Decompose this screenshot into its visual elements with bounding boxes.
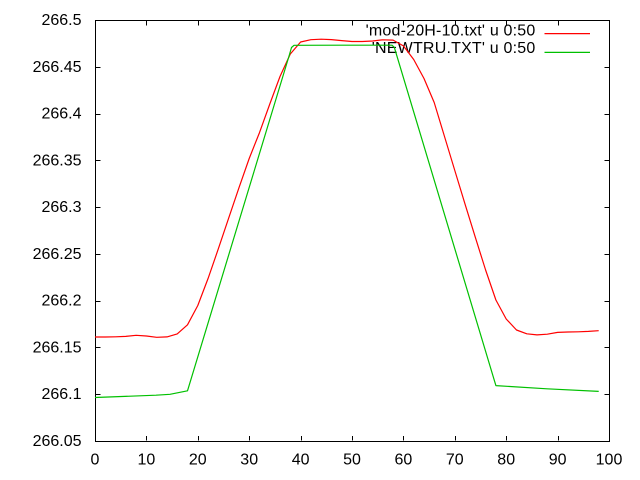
svg-text:266.45: 266.45 <box>33 59 82 76</box>
svg-text:266.15: 266.15 <box>33 339 82 356</box>
svg-text:60: 60 <box>395 452 413 469</box>
svg-text:90: 90 <box>549 452 567 469</box>
svg-text:'mod-20H-10.txt' u 0:50: 'mod-20H-10.txt' u 0:50 <box>366 22 536 39</box>
svg-text:266.2: 266.2 <box>41 293 81 310</box>
svg-text:266.3: 266.3 <box>41 199 81 216</box>
svg-text:30: 30 <box>240 452 258 469</box>
svg-text:0: 0 <box>91 452 100 469</box>
svg-text:'NEWTRU.TXT' u 0:50: 'NEWTRU.TXT' u 0:50 <box>372 40 536 57</box>
svg-text:20: 20 <box>189 452 207 469</box>
svg-text:266.4: 266.4 <box>41 106 81 123</box>
svg-text:40: 40 <box>292 452 310 469</box>
svg-text:50: 50 <box>343 452 361 469</box>
svg-text:266.35: 266.35 <box>33 152 82 169</box>
svg-text:266.25: 266.25 <box>33 246 82 263</box>
svg-text:266.1: 266.1 <box>41 386 81 403</box>
svg-text:100: 100 <box>596 452 623 469</box>
svg-text:266.5: 266.5 <box>41 12 81 29</box>
svg-text:266.05: 266.05 <box>33 433 82 450</box>
svg-text:80: 80 <box>497 452 515 469</box>
svg-text:70: 70 <box>446 452 464 469</box>
svg-text:10: 10 <box>138 452 156 469</box>
